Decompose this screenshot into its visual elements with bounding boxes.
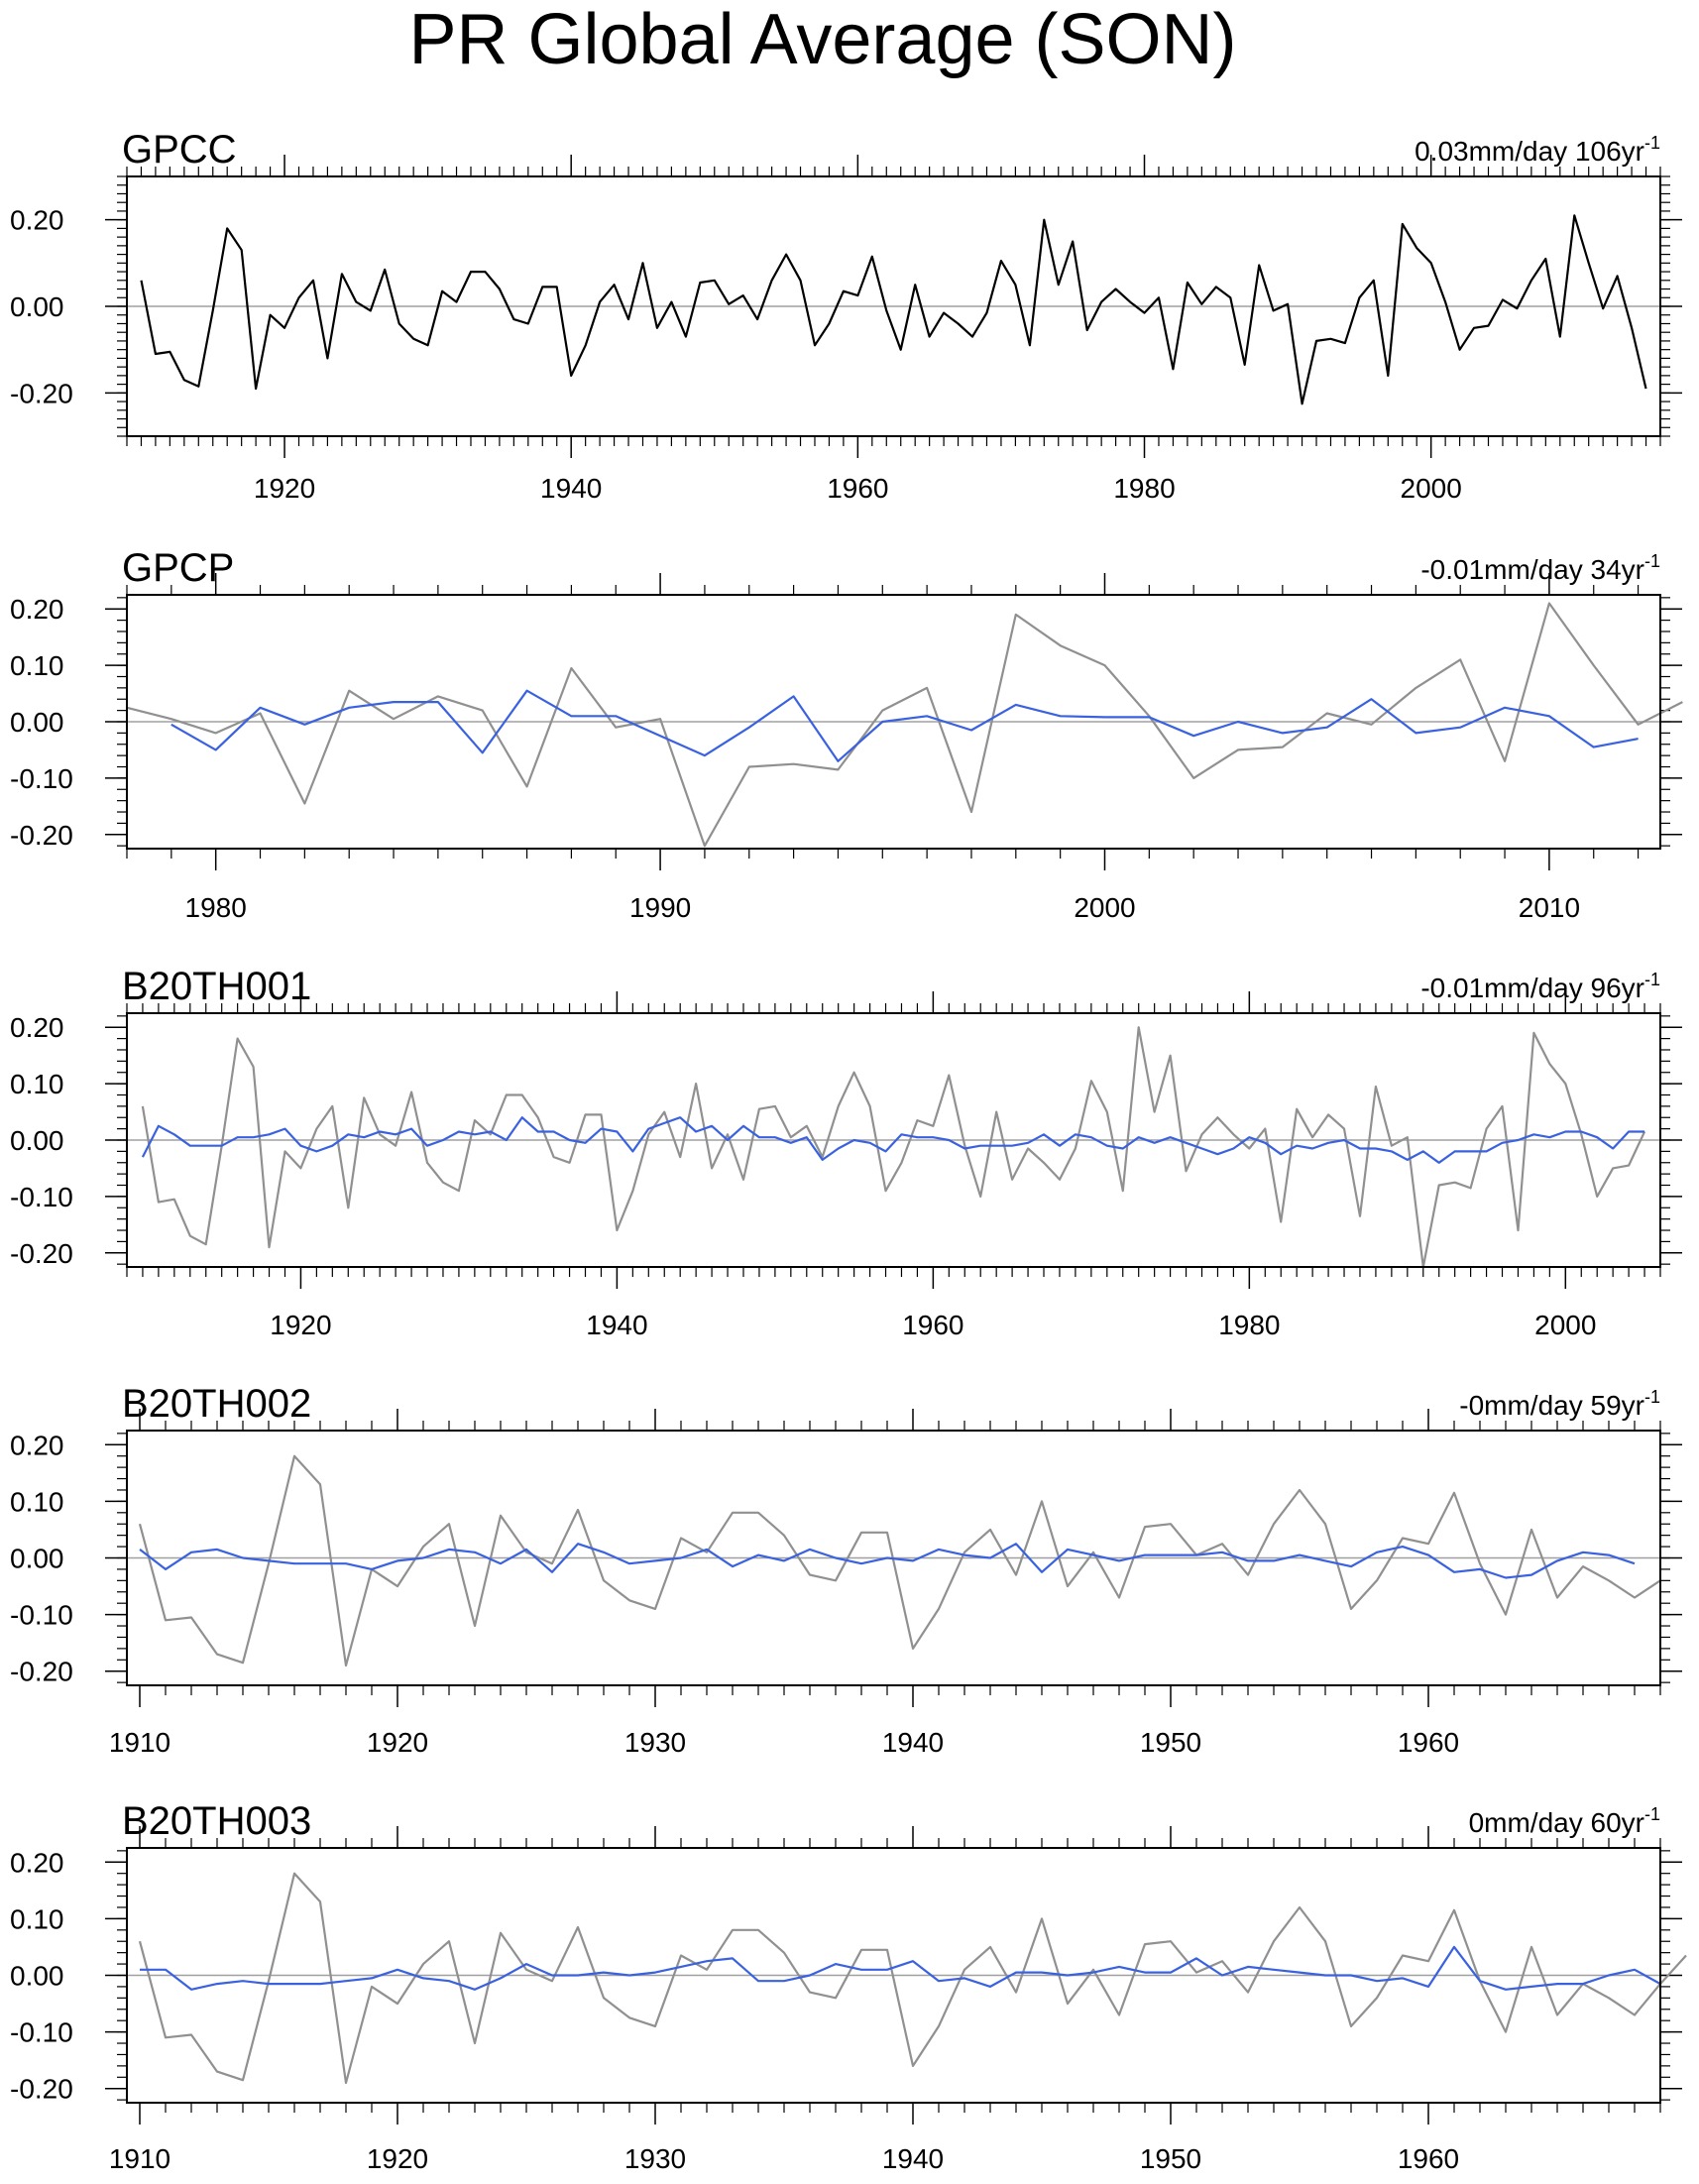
x-tick-label: 1940 bbox=[882, 2143, 944, 2174]
x-tick-label: 1960 bbox=[827, 473, 888, 504]
series-line-gpcc bbox=[138, 1454, 1661, 1667]
panel-title: GPCC bbox=[122, 128, 237, 172]
x-tick-label: 2000 bbox=[1534, 1310, 1596, 1340]
y-tick-label: 0.10 bbox=[10, 1486, 64, 1517]
plot-frame bbox=[126, 175, 1661, 437]
y-tick-label: -0.10 bbox=[10, 1600, 73, 1631]
series-line-b20th002 bbox=[139, 1543, 1636, 1579]
plot-frame bbox=[126, 1847, 1661, 2104]
chart-panel-gpcp: GPCP -0.01mm/day 34yr-1 1980 1990 2000 2010 -0… bbox=[10, 546, 1683, 923]
x-tick-label: 1940 bbox=[586, 1310, 647, 1340]
y-tick-label: 0.10 bbox=[10, 1069, 64, 1099]
series-line-gpcc bbox=[141, 1026, 1646, 1269]
y-tick-label: 0.00 bbox=[10, 1544, 64, 1574]
page-title: PR Global Average (SON) bbox=[408, 0, 1237, 79]
series-line-gpcc bbox=[140, 214, 1647, 405]
panel-title: GPCP bbox=[122, 546, 234, 590]
y-tick-label: -0.10 bbox=[10, 1182, 73, 1212]
x-tick-label: 1910 bbox=[109, 2143, 170, 2174]
plot-frame bbox=[126, 594, 1661, 850]
y-tick-label: -0.20 bbox=[10, 1238, 73, 1269]
x-tick-label: 2010 bbox=[1519, 892, 1580, 923]
chart-panel-b20th001: B20TH001 -0.01mm/day 96yr-1 1920 1940 1960 19… bbox=[10, 965, 1682, 1340]
y-tick-label: -0.10 bbox=[10, 763, 73, 794]
x-tick-label: 2000 bbox=[1074, 892, 1135, 923]
y-tick-label: -0.20 bbox=[10, 820, 73, 851]
y-tick-label: -0.20 bbox=[10, 2074, 73, 2105]
x-tick-label: 1910 bbox=[109, 1727, 170, 1758]
x-tick-label: 2000 bbox=[1401, 473, 1462, 504]
chart-panel-gpcc: GPCC 0.03mm/day 106yr-1 1920 1940 1960 1980 20… bbox=[10, 128, 1682, 504]
plot-frame bbox=[126, 1430, 1661, 1686]
x-tick-label: 1920 bbox=[270, 1310, 331, 1340]
y-tick-label: 0.10 bbox=[10, 1903, 64, 1934]
panel-title: B20TH003 bbox=[122, 1799, 311, 1843]
y-tick-label: -0.10 bbox=[10, 2017, 73, 2048]
panel-title: B20TH002 bbox=[122, 1382, 311, 1426]
plot-frame bbox=[126, 1012, 1661, 1268]
series-line-gpcc bbox=[138, 1872, 1687, 2085]
x-tick-label: 1990 bbox=[629, 892, 691, 923]
y-tick-label: 0.20 bbox=[10, 1012, 64, 1043]
x-tick-label: 1940 bbox=[540, 473, 602, 504]
series-line-gpcp bbox=[170, 689, 1639, 762]
y-tick-label: -0.20 bbox=[10, 378, 73, 408]
trend-label: -0.01mm/day 96yr-1 bbox=[1420, 970, 1660, 1003]
x-tick-label: 1950 bbox=[1140, 2143, 1201, 2174]
x-tick-label: 1960 bbox=[902, 1310, 963, 1340]
y-tick-label: -0.20 bbox=[10, 1657, 73, 1687]
x-tick-label: 1960 bbox=[1398, 2143, 1459, 2174]
trend-label: 0mm/day 60yr-1 bbox=[1469, 1804, 1660, 1838]
x-tick-label: 1950 bbox=[1140, 1727, 1201, 1758]
x-tick-label: 1960 bbox=[1398, 1727, 1459, 1758]
series-line-b20th003 bbox=[140, 1945, 1661, 1991]
x-tick-label: 1980 bbox=[1113, 473, 1175, 504]
y-tick-label: 0.10 bbox=[10, 650, 64, 681]
y-tick-label: 0.20 bbox=[10, 594, 64, 625]
trend-label: 0.03mm/day 106yr-1 bbox=[1415, 133, 1660, 167]
chart-panel-b20th003: B20TH003 0mm/day 60yr-1 1910 1920 1930 1940 19… bbox=[10, 1799, 1687, 2174]
y-tick-label: 0.20 bbox=[10, 1430, 64, 1460]
trend-label: -0.01mm/day 34yr-1 bbox=[1420, 551, 1660, 585]
y-tick-label: 0.00 bbox=[10, 1125, 64, 1156]
panel-title: B20TH001 bbox=[122, 965, 311, 1008]
x-tick-label: 1920 bbox=[254, 473, 315, 504]
y-tick-label: 0.20 bbox=[10, 1847, 64, 1878]
x-tick-label: 1980 bbox=[185, 892, 247, 923]
trend-label: -0mm/day 59yr-1 bbox=[1459, 1387, 1660, 1421]
x-tick-label: 1920 bbox=[367, 2143, 428, 2174]
y-tick-label: 0.00 bbox=[10, 707, 64, 738]
y-tick-label: 0.20 bbox=[10, 205, 64, 236]
x-tick-label: 1940 bbox=[882, 1727, 944, 1758]
x-tick-label: 1920 bbox=[367, 1727, 428, 1758]
x-tick-label: 1980 bbox=[1218, 1310, 1280, 1340]
y-tick-label: 0.00 bbox=[10, 1961, 64, 1992]
chart-panel-b20th002: B20TH002 -0mm/day 59yr-1 1910 1920 1930 1940 1… bbox=[10, 1382, 1682, 1758]
x-tick-label: 1930 bbox=[624, 2143, 686, 2174]
series-line-gpcc bbox=[126, 602, 1683, 848]
x-tick-label: 1930 bbox=[624, 1727, 686, 1758]
y-tick-label: 0.00 bbox=[10, 291, 64, 322]
series-line-b20th001 bbox=[141, 1116, 1645, 1164]
